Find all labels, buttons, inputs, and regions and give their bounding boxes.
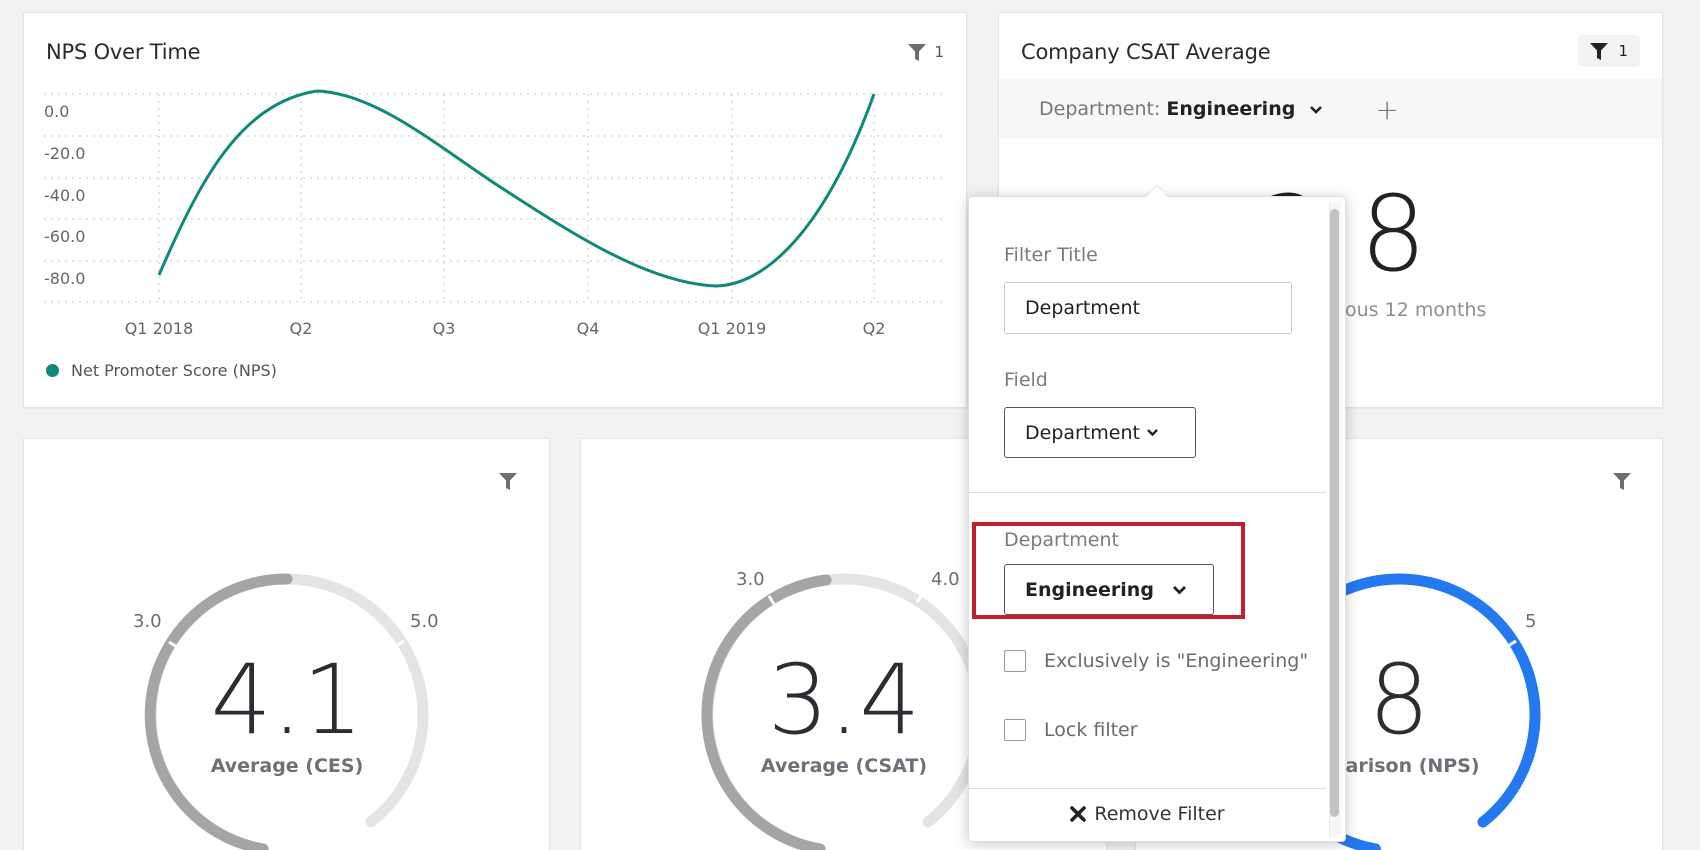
gauge-value: 3.4: [767, 644, 921, 756]
y-tick: -80.0: [44, 269, 85, 288]
nps-series-line: [157, 89, 876, 288]
filter-button[interactable]: 1: [908, 43, 944, 61]
filter-title-label: Filter Title: [1004, 244, 1098, 266]
chevron-down-icon[interactable]: [1309, 98, 1323, 120]
gauge-tick-min: 3.0: [133, 611, 162, 632]
y-tick: 0.0: [44, 102, 69, 121]
gauge-tick-min: 3.0: [736, 569, 765, 590]
x-tick: Q2: [863, 319, 886, 338]
exclusive-checkbox[interactable]: [1004, 650, 1026, 672]
x-tick: Q1 2018: [125, 319, 194, 338]
divider: [969, 788, 1326, 789]
y-tick: -20.0: [44, 144, 85, 163]
lock-filter-checkbox-row[interactable]: Lock filter: [1004, 719, 1138, 741]
filter-count-label: 1: [934, 43, 944, 61]
y-tick: -60.0: [44, 227, 85, 246]
gauge-tick-max: 4.0: [931, 569, 960, 590]
legend-label: Net Promoter Score (NPS): [71, 361, 277, 380]
highlight-annotation: [972, 522, 1245, 619]
department-label: Department: [1004, 529, 1119, 551]
chevron-down-icon: [1172, 585, 1186, 594]
gauge-arc: [144, 573, 429, 850]
scrollbar-thumb[interactable]: [1330, 209, 1339, 817]
chevron-down-icon: [1147, 429, 1158, 437]
filter-icon[interactable]: [499, 473, 517, 490]
filter-bar: Department: Engineering +: [999, 79, 1662, 139]
nps-line-chart: 0.0 -20.0 -40.0 -60.0 -80.0 Q1 2018 Q2 Q…: [44, 89, 946, 338]
filter-badge-button[interactable]: 1: [1578, 35, 1640, 67]
chart-legend[interactable]: Net Promoter Score (NPS): [46, 361, 277, 380]
lock-filter-checkbox[interactable]: [1004, 719, 1026, 741]
nps-over-time-card: NPS Over Time 1 0.0 -20.0 -40.0 -60.0 -8…: [23, 12, 967, 408]
card-title: Company CSAT Average: [1021, 40, 1271, 64]
gauge-value: 8: [1368, 644, 1430, 756]
filter-count-label: 1: [1618, 42, 1628, 60]
gauge-label: Average (CES): [210, 755, 364, 777]
add-filter-button[interactable]: +: [1375, 92, 1399, 126]
x-tick: Q4: [577, 319, 600, 338]
x-tick: Q2: [290, 319, 313, 338]
remove-filter-label: Remove Filter: [1094, 803, 1225, 825]
exclusive-label: Exclusively is "Engineering": [1044, 650, 1309, 672]
department-select-value: Engineering: [1025, 578, 1154, 601]
filter-icon[interactable]: [1613, 473, 1631, 490]
filter-title-input[interactable]: [1004, 282, 1292, 334]
y-tick: -40.0: [44, 186, 85, 205]
card-title: NPS Over Time: [46, 40, 201, 64]
exclusive-checkbox-row[interactable]: Exclusively is "Engineering": [1004, 650, 1308, 672]
remove-filter-button[interactable]: Remove Filter: [969, 803, 1326, 825]
gauge-label: Average (CSAT): [760, 755, 928, 777]
lock-filter-label: Lock filter: [1044, 719, 1138, 741]
x-tick: Q3: [433, 319, 456, 338]
ces-gauge-card: 3.0 5.0 4.1 Average (CES): [23, 438, 550, 850]
gauge-tick-max: 5.0: [410, 611, 439, 632]
filter-icon: [908, 43, 927, 61]
legend-dot-icon: [46, 364, 59, 377]
divider: [969, 492, 1326, 493]
filter-label: Department:: [1039, 98, 1161, 120]
field-select[interactable]: Department: [1004, 407, 1196, 458]
grid: [44, 93, 946, 303]
gauge-tick-max: 5: [1525, 611, 1537, 632]
field-label: Field: [1004, 369, 1048, 391]
filter-icon: [1590, 42, 1609, 60]
csat-subtext: ous 12 months: [1345, 299, 1487, 321]
filter-edit-popover: Filter Title Field Department Department…: [968, 184, 1346, 842]
gauge-value: 4.1: [210, 644, 364, 756]
filter-value[interactable]: Engineering: [1166, 98, 1296, 120]
close-x-icon: [1070, 806, 1087, 822]
x-tick: Q1 2019: [698, 319, 767, 338]
gauge-label: nparison (NPS): [1318, 755, 1480, 777]
field-select-value: Department: [1025, 421, 1140, 444]
department-value-select[interactable]: Engineering: [1004, 564, 1214, 615]
